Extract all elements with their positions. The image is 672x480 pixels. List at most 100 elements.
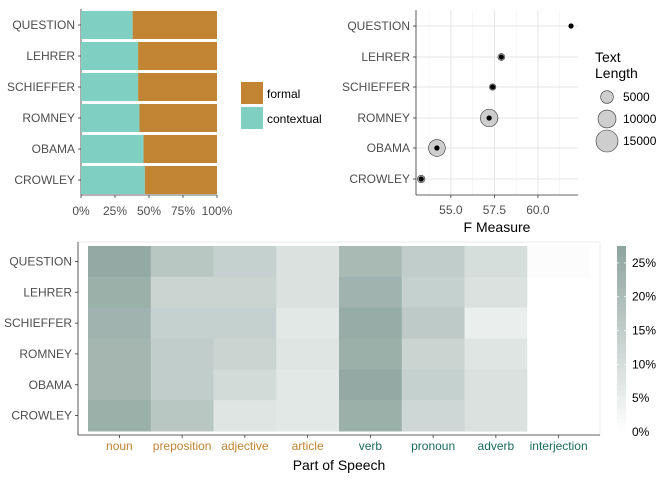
bar-formal <box>138 73 217 101</box>
heatmap-cell <box>527 369 591 401</box>
y-tick-label: ROMNEY <box>22 111 75 125</box>
colorbar-segment <box>617 287 626 294</box>
x-tick-label: 0% <box>72 204 90 218</box>
heatmap-cell <box>464 338 528 370</box>
heatmap-cell <box>464 369 528 401</box>
colorbar-segment <box>617 269 626 275</box>
heatmap-cell <box>88 246 152 278</box>
x-tick-label: article <box>292 439 324 453</box>
colorbar-segment <box>617 376 626 382</box>
heatmap-cell <box>339 400 403 432</box>
colorbar-segment <box>617 301 626 308</box>
x-tick-label: adjective <box>221 439 269 453</box>
x-tick-label: 100% <box>202 204 233 218</box>
heatmap-cell <box>401 246 465 278</box>
y-tick-label: CROWLEY <box>11 409 72 423</box>
colorbar-segment <box>617 278 626 284</box>
heatmap-cell <box>150 338 214 370</box>
colorbar-segment <box>617 413 626 419</box>
heatmap-cell <box>527 338 591 370</box>
colorbar-segment <box>617 357 626 363</box>
colorbar-segment <box>617 380 626 387</box>
heatmap-cell <box>213 400 277 432</box>
colorbar-segment <box>617 399 626 405</box>
y-tick-label: OBAMA <box>29 378 72 392</box>
colorbar-segment <box>617 306 626 312</box>
x-tick-label: 57.5 <box>483 203 507 217</box>
heatmap-cell <box>213 246 277 278</box>
legend-size-label: 5000 <box>623 90 650 104</box>
heatmap-cell <box>213 307 277 339</box>
colorbar-segment <box>617 325 626 331</box>
colorbar-label: 20% <box>632 290 656 304</box>
heatmap-cell <box>276 276 340 309</box>
heatmap-cell <box>527 400 591 432</box>
colorbar-segment <box>617 427 626 433</box>
heatmap-cell <box>88 338 152 370</box>
heatmap-cell <box>150 400 214 432</box>
heatmap-cell <box>401 369 465 401</box>
bar-formal <box>143 135 217 163</box>
colorbar-segment <box>617 404 626 410</box>
heatmap-cell <box>276 400 340 432</box>
colorbar-segment <box>617 264 626 270</box>
heatmap-cell <box>150 246 214 278</box>
colorbar-segment <box>617 390 626 396</box>
bar-contextual <box>81 135 144 163</box>
colorbar-segment <box>617 311 626 317</box>
y-tick-label: ROMNEY <box>357 111 410 125</box>
heatmap-cell <box>401 276 465 309</box>
colorbar-segment <box>617 418 626 424</box>
colorbar-label: 5% <box>632 391 650 405</box>
colorbar-segment <box>617 259 626 266</box>
colorbar-segment <box>617 394 626 401</box>
y-tick-label: QUESTION <box>347 19 410 33</box>
colorbar-segment <box>617 273 626 280</box>
heatmap-cell <box>150 369 214 401</box>
legend-swatch <box>241 82 263 104</box>
x-tick-label: 50% <box>137 204 161 218</box>
heatmap-cell <box>88 307 152 339</box>
y-tick-label: OBAMA <box>367 141 410 155</box>
legend-title-line: Length <box>595 65 638 81</box>
heatmap-cell <box>527 276 591 309</box>
y-tick-label: QUESTION <box>12 18 75 32</box>
heatmap-cell <box>339 246 403 278</box>
colorbar-segment <box>617 250 626 256</box>
x-axis-title: Part of Speech <box>293 457 386 473</box>
legend-size-label: 10000 <box>623 112 657 126</box>
colorbar-segment <box>617 283 626 289</box>
colorbar-segment <box>617 320 626 326</box>
heatmap-cell <box>464 276 528 309</box>
bar-contextual <box>81 11 133 39</box>
heatmap-cell <box>276 246 340 278</box>
heatmap-cell <box>213 338 277 370</box>
colorbar-segment <box>617 292 626 298</box>
heatmap-cell <box>464 307 528 339</box>
legend-title-line: Text <box>595 49 621 65</box>
heatmap-cell <box>88 369 152 401</box>
y-tick-label: SCHIEFFER <box>342 80 410 94</box>
legend-size-circle <box>595 129 619 153</box>
pos-heatmap-panel: QUESTION LEHRER SCHIEFFER ROMNEY OBAMA CROWLE… <box>4 241 656 473</box>
bar-formal <box>132 11 217 39</box>
colorbar-label: 10% <box>632 357 656 371</box>
y-tick-label: QUESTION <box>9 254 72 268</box>
heatmap-cell <box>339 307 403 339</box>
y-tick-label: SCHIEFFER <box>4 316 72 330</box>
heatmap-cell <box>527 307 591 339</box>
colorbar-segment <box>617 343 626 349</box>
f-measure-point <box>490 84 496 90</box>
heatmap-cell <box>150 307 214 339</box>
heatmap-cell <box>339 276 403 309</box>
heatmap-cell <box>339 338 403 370</box>
heatmap-cell <box>276 307 340 339</box>
colorbar-label: 0% <box>632 425 650 439</box>
x-tick-label: adverb <box>478 439 515 453</box>
y-tick-label: ROMNEY <box>19 347 72 361</box>
colorbar-label: 15% <box>632 324 656 338</box>
x-axis-title: F Measure <box>464 219 531 235</box>
colorbar-segment <box>617 334 626 340</box>
x-tick-label: verb <box>359 439 383 453</box>
heatmap-cell <box>464 400 528 432</box>
